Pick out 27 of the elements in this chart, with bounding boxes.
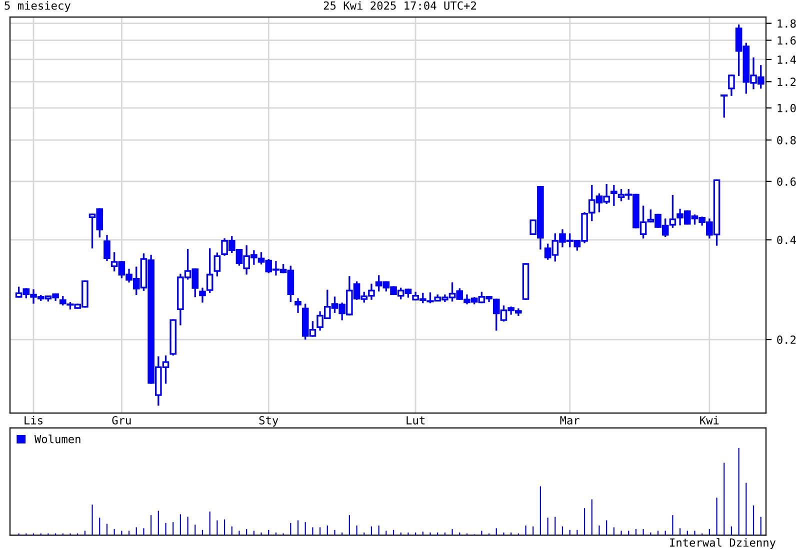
candlestick xyxy=(610,184,618,206)
x-tick-label: Lut xyxy=(406,416,424,424)
candlestick xyxy=(294,298,302,313)
x-tick-label: Kwi xyxy=(700,416,719,424)
y-tick-label: 0.6 xyxy=(777,177,796,186)
candlestick xyxy=(720,94,728,118)
y-tick-label: 1.6 xyxy=(778,36,796,45)
legend-label: Wolumen xyxy=(34,434,80,444)
candlestick xyxy=(206,248,214,293)
y-tick-label: 1.0 xyxy=(778,104,796,112)
y-tick-label: 1.4 xyxy=(778,56,796,64)
candlestick xyxy=(199,288,206,303)
x-tick-label: Gru xyxy=(112,416,131,424)
x-tick-label: Sty xyxy=(259,416,278,427)
chart-title: 5 miesiecy xyxy=(4,1,70,12)
y-tick-label: 1.2 xyxy=(778,78,796,86)
x-tick-label: Lis xyxy=(24,416,42,424)
candlestick xyxy=(104,235,110,262)
y-tick-label: 1.8 xyxy=(778,19,796,28)
candlestick xyxy=(728,74,735,96)
text: Interwal Dzienny xyxy=(670,538,776,549)
y-tick-label: 0.8 xyxy=(777,136,796,144)
x-tick-label: Mar xyxy=(560,416,580,424)
chart-subtitle: 25 Kwi 2025 17:04 UTC+2 xyxy=(324,1,476,10)
y-tick-label: 0.4 xyxy=(777,236,796,244)
y-tick-label: 0.2 xyxy=(777,336,796,344)
candlestick xyxy=(214,252,221,276)
